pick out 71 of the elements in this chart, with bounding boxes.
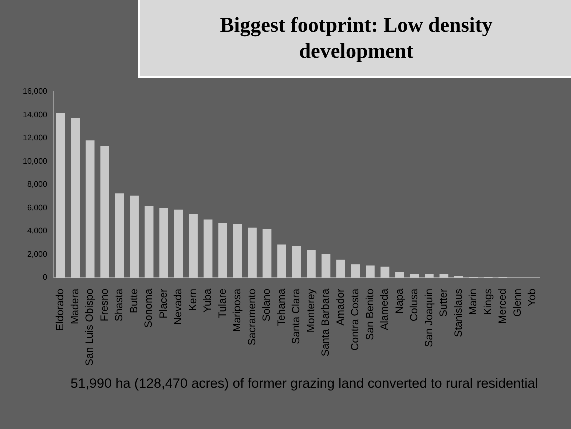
y-tick-label: 14,000 [23,110,48,120]
bar [292,246,302,278]
x-tick-label: Kern [187,288,200,312]
x-tick-label: Stanislaus [452,288,465,338]
x-tick-label: Monterey [305,288,318,333]
x-tick-label: Colusa [408,288,421,322]
y-tick-label: 10,000 [23,156,48,166]
x-tick-label: Madera [69,288,82,325]
bar [100,146,110,278]
bar [248,228,257,278]
x-tick-label: San Joaquin [423,288,436,348]
bar [160,208,168,278]
bar [218,223,228,278]
x-tick-label: Mariposa [232,288,244,332]
x-tick-label: Santa Clara [290,288,303,344]
x-tick-label: San Benito [364,288,376,340]
x-tick-label: Contra Costa [350,288,362,351]
text: 51,990 ha (128,470 acres) of former grazing land converted to rural residential [70,376,540,391]
x-tick-label: San Luis Obispo [84,288,96,366]
x-tick-label: Sacramento [246,288,258,346]
y-tick-label: 0 [43,273,48,282]
bar [189,214,198,278]
bar [233,224,242,278]
y-tick-label: 12,000 [23,134,48,143]
x-tick-label: Merced [497,288,510,324]
x-tick-label: Alameda [379,288,392,330]
x-tick-label: Fresno [98,288,111,322]
bar [262,229,272,278]
x-tick-label: Kings [482,288,494,316]
x-tick-label: Amador [334,288,347,326]
bar [396,272,404,278]
x-tick-label: Glenn [512,288,524,317]
bar [204,220,213,278]
bar [130,196,139,278]
x-tick-label: Sutter [438,288,450,317]
x-tick-label: Napa [394,288,406,314]
bar [144,206,154,278]
x-tick-label: Placer [158,288,170,319]
bar [174,210,184,278]
x-tick-label: Tehama [276,288,288,326]
bar [410,274,420,278]
y-tick-label: 8,000 [27,180,48,190]
x-tick-label: Marin [468,288,480,316]
x-tick-label: Butte [128,288,140,314]
x-tick-label: Sonoma [143,288,156,328]
x-tick-label: Tulare [216,288,229,318]
bar [56,113,66,278]
x-tick-label: Nevada [172,288,185,326]
bar [380,266,390,278]
y-tick-label: 6,000 [27,203,48,212]
bar [278,244,286,278]
y-tick-label: 2,000 [27,250,48,259]
bar [366,266,375,278]
bar [322,254,331,278]
y-tick-label: 16,000 [23,87,48,96]
bar [115,194,124,278]
bar [71,118,80,278]
bar [425,274,434,278]
chart-title: Biggest footprint: Low density development [219,12,494,64]
x-tick-label: Yuba [202,288,214,313]
bar [307,250,316,278]
x-tick-label: Solano [261,288,274,322]
bar [351,264,360,278]
y-tick-label: 4,000 [27,226,48,236]
bar [440,274,449,278]
x-tick-label: Yob [526,288,539,307]
x-tick-label: Shasta [114,288,126,322]
x-tick-label: Eldorado [54,288,67,331]
x-tick-label: Santa Barbara [320,288,332,357]
bar [86,140,95,278]
bar [336,260,346,278]
